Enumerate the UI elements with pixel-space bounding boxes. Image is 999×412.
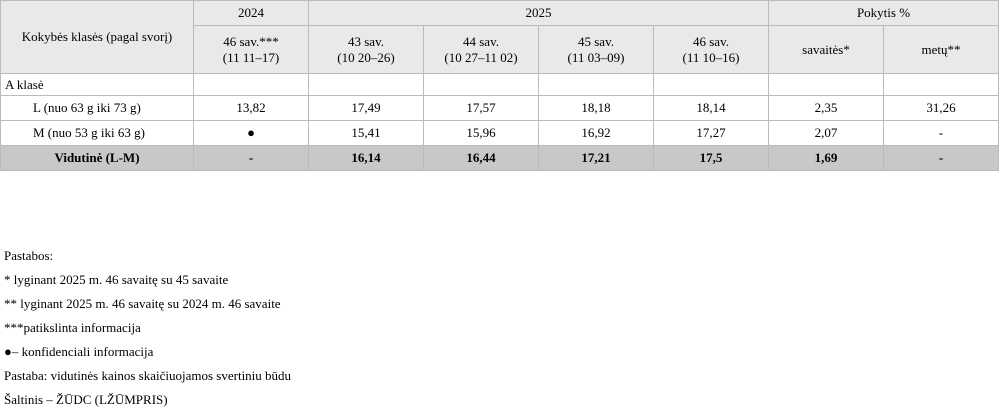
cell: 2,07 [768, 120, 884, 146]
group-row: A klasė [0, 73, 999, 96]
cell: 15,41 [308, 120, 424, 146]
period-dates: (10 27–11 02) [444, 49, 518, 65]
cell [768, 73, 884, 96]
cell: 17,27 [653, 120, 769, 146]
cell: 18,18 [538, 95, 654, 121]
data-row: M (nuo 53 g iki 63 g) ● 15,41 15,96 16,92 17,… [0, 120, 999, 146]
row-label: L (nuo 63 g iki 73 g) [0, 95, 194, 121]
cell: 16,14 [308, 145, 424, 171]
notes: Pastabos: * lyginant 2025 m. 46 savaitę s… [4, 244, 291, 412]
header-cell: 45 sav. (11 03–09) [538, 25, 654, 74]
cell [193, 73, 309, 96]
cell: 1,69 [768, 145, 884, 171]
group-label: A klasė [0, 73, 194, 96]
cell: - [883, 145, 999, 171]
period-dates: (11 11–17) [222, 49, 280, 65]
note: ***patikslinta informacija [4, 320, 141, 335]
header-cell: metų** [883, 25, 999, 74]
cell [423, 73, 539, 96]
cell: 17,5 [653, 145, 769, 171]
price-table: Kokybės klasės (pagal svorį) 2024 2025 P… [0, 0, 999, 171]
note: Pastaba: vidutinės kainos skaičiuojamos … [4, 368, 292, 383]
period-week: 45 sav. [578, 33, 614, 49]
cell [883, 73, 999, 96]
cell: - [193, 145, 309, 171]
header-cell: 2024 [193, 0, 309, 26]
cell: 16,92 [538, 120, 654, 146]
cell: 31,26 [883, 95, 999, 121]
cell: 17,57 [423, 95, 539, 121]
header-cell: 46 sav.*** (11 11–17) [193, 25, 309, 74]
cell [653, 73, 769, 96]
cell [538, 73, 654, 96]
header-row: Kokybės klasės (pagal svorį) 2024 2025 P… [0, 0, 999, 74]
header-cell: 43 sav. (10 20–26) [308, 25, 424, 74]
table-body: Kokybės klasės (pagal svorį) 2024 2025 P… [0, 0, 999, 171]
note: Šaltinis – ŽŪDC (LŽŪMPRIS) [4, 392, 168, 407]
cell: ● [193, 120, 309, 146]
period-week: 46 sav.*** [223, 33, 279, 49]
cell: - [883, 120, 999, 146]
data-row: L (nuo 63 g iki 73 g) 13,82 17,49 17,57 18,1… [0, 95, 999, 121]
period-dates: (11 03–09) [567, 49, 625, 65]
header-row: 46 sav.*** (11 11–17) 43 sav. (10 20–26) 44 … [1, 25, 999, 74]
cell [308, 73, 424, 96]
note: * lyginant 2025 m. 46 savaitę su 45 sava… [4, 272, 229, 287]
period-week: 44 sav. [463, 33, 499, 49]
total-row: Vidutinė (L-M) -16,14 16,44 17,21 17,5 1,69- [0, 145, 999, 171]
period-week: 46 sav. [693, 33, 729, 49]
note: ** lyginant 2025 m. 46 savaitę su 2024 m… [4, 296, 281, 311]
cell: 2,35 [768, 95, 884, 121]
cell: 16,44 [423, 145, 539, 171]
period-week: 43 sav. [348, 33, 384, 49]
period-dates: (11 10–16) [682, 49, 740, 65]
note: Pastabos: [4, 248, 54, 263]
cell: 17,49 [308, 95, 424, 121]
note: ●– konfidenciali informacija [4, 344, 154, 359]
row-label: M (nuo 53 g iki 63 g) [0, 120, 194, 146]
header-cell: savaitės* [768, 25, 884, 74]
cell: 15,96 [423, 120, 539, 146]
cell: 17,21 [538, 145, 654, 171]
period-dates: (10 20–26) [337, 49, 395, 65]
cell: 18,14 [653, 95, 769, 121]
header-cell: 44 sav. (10 27–11 02) [423, 25, 539, 74]
header-cell: 46 sav. (11 10–16) [653, 25, 769, 74]
cell: 13,82 [193, 95, 309, 121]
header-cell: Pokytis % [768, 0, 999, 26]
row-label: Vidutinė (L-M) [0, 145, 194, 171]
header-cell: 2025 [308, 0, 769, 26]
header-cell: Kokybės klasės (pagal svorį) [0, 0, 194, 74]
